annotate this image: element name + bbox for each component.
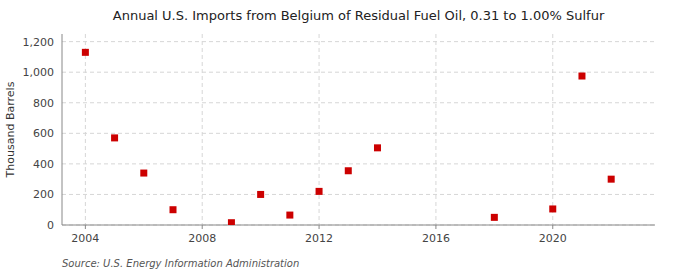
y-tick-label: 600: [33, 127, 54, 140]
y-tick-label: 400: [33, 158, 54, 171]
scatter-point: [257, 191, 264, 198]
x-tick-mark: [202, 225, 203, 229]
scatter-point: [111, 134, 118, 141]
scatter-point: [345, 167, 352, 174]
x-grid-line: [202, 34, 203, 225]
scatter-point: [82, 49, 89, 56]
scatter-point: [374, 144, 381, 151]
chart-svg: Annual U.S. Imports from Belgium of Resi…: [0, 0, 675, 275]
points: [82, 49, 615, 225]
x-tick-mark: [435, 225, 436, 229]
x-tick-label: 2008: [188, 232, 216, 245]
x-grid-line: [319, 34, 320, 225]
y-tick-label: 200: [33, 188, 54, 201]
y-grid-line: [62, 102, 655, 103]
x-tick-mark: [552, 225, 553, 229]
y-grid-line: [62, 133, 655, 134]
x-tick-mark: [319, 225, 320, 229]
y-grid-line: [62, 194, 655, 195]
chart-container: Annual U.S. Imports from Belgium of Resi…: [0, 0, 675, 275]
x-grid-line: [85, 34, 86, 225]
y-axis-line: [62, 34, 63, 225]
source-note: Source: U.S. Energy Information Administ…: [62, 258, 299, 269]
y-axis-label: Thousand Barrels: [4, 81, 17, 178]
y-tick-label: 0: [47, 219, 54, 232]
x-tick-label: 2004: [71, 232, 99, 245]
y-grid-line: [62, 72, 655, 73]
scatter-point: [286, 212, 293, 219]
scatter-point: [170, 206, 177, 213]
x-tick-mark: [85, 225, 86, 229]
y-tick-label: 1,000: [23, 66, 55, 79]
x-axis-line: [62, 225, 655, 226]
y-grid-line: [62, 163, 655, 164]
x-grid-line: [552, 34, 553, 225]
title: Annual U.S. Imports from Belgium of Resi…: [113, 8, 605, 23]
grid: [62, 34, 655, 225]
y-tick-label: 800: [33, 97, 54, 110]
scatter-point: [549, 205, 556, 212]
y-tick-label: 1,200: [23, 36, 55, 49]
scatter-point: [228, 219, 235, 225]
x-tick-label: 2020: [539, 232, 567, 245]
scatter-point: [316, 188, 323, 195]
scatter-point: [140, 170, 147, 177]
x-tick-label: 2012: [305, 232, 333, 245]
scatter-point: [578, 73, 585, 80]
y-grid-line: [62, 225, 655, 226]
scatter-point: [608, 176, 615, 183]
scatter-point: [491, 214, 498, 221]
x-grid-line: [435, 34, 436, 225]
y-grid-line: [62, 41, 655, 42]
x-tick-label: 2016: [422, 232, 450, 245]
